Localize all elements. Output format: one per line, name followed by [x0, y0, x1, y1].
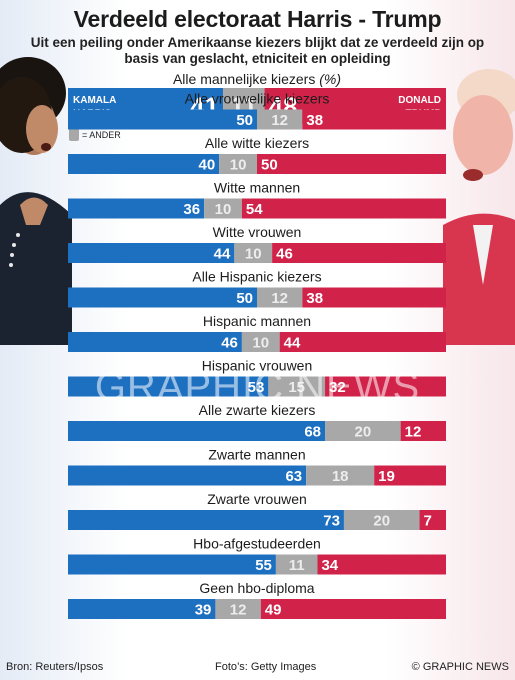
harris-bar — [68, 198, 205, 219]
harris-value-label: 53 — [248, 379, 265, 396]
harris-value-label: 39 — [195, 601, 212, 618]
trump-bar — [317, 554, 446, 575]
trump-value-label: 12 — [405, 423, 422, 440]
other-value-label: 15 — [288, 379, 305, 396]
other-value-label: 20 — [354, 423, 371, 440]
harris-value-label: 46 — [221, 334, 238, 351]
harris-value-label: 40 — [199, 156, 216, 173]
harris-bar — [68, 332, 242, 352]
chart-subtitle: Uit een peiling onder Amerikaanse kiezer… — [30, 35, 485, 66]
trump-value-label: 38 — [306, 290, 323, 307]
other-value-label: 11 — [289, 557, 305, 574]
other-bar — [257, 287, 303, 308]
row-label: Geen hbo-diploma — [199, 580, 314, 596]
copyright: © GRAPHIC NEWS — [411, 661, 509, 673]
trump-bar — [400, 421, 446, 441]
other-value-label: 10 — [245, 245, 262, 262]
harris-bar — [68, 599, 216, 619]
unit-label: (%) — [315, 71, 341, 87]
other-bar — [306, 465, 375, 486]
other-bar — [343, 510, 420, 530]
trump-bar — [257, 154, 446, 174]
row-label: Zwarte vrouwen — [207, 491, 307, 507]
other-value-label: 12 — [271, 290, 288, 307]
row-label: Hispanic mannen — [203, 313, 311, 329]
row-label: Zwarte mannen — [208, 447, 305, 463]
other-bar — [215, 599, 261, 619]
trump-bar — [419, 510, 446, 530]
other-value-label: 12 — [271, 112, 288, 129]
trump-value-label: 7 — [424, 512, 432, 529]
other-bar — [234, 243, 273, 263]
harris-bar — [68, 154, 220, 174]
other-bar — [204, 198, 242, 219]
other-bar — [325, 421, 401, 441]
other-legend-label: = ANDER — [82, 130, 121, 140]
trump-value-label: 46 — [276, 245, 293, 262]
harris-value-label: 73 — [323, 512, 340, 529]
harris-value-label: 63 — [285, 468, 302, 485]
trump-value-label: 54 — [246, 201, 263, 218]
harris-bar — [68, 109, 257, 130]
harris-bar — [68, 510, 344, 530]
trump-value-label: 19 — [378, 468, 395, 485]
row-label: Hbo-afgestudeerden — [193, 536, 321, 552]
chart-title: Verdeeld electoraat Harris - Trump — [73, 6, 442, 32]
trump-bar — [241, 198, 446, 219]
trump-value-label: 32 — [329, 379, 346, 396]
trump-bar — [260, 599, 446, 619]
row-label: Alle zwarte kiezers — [199, 402, 316, 418]
harris-value-label: 68 — [304, 423, 321, 440]
photo-credit: Foto’s: Getty Images — [215, 661, 317, 673]
harris-bar — [68, 421, 326, 441]
harris-value-label: 55 — [255, 557, 272, 574]
harris-bar — [68, 376, 269, 397]
other-bar — [241, 332, 280, 352]
trump-value-label: 38 — [306, 112, 323, 129]
source-note: Bron: Reuters/Ipsos — [6, 661, 104, 673]
harris-name-label: KAMALA — [73, 95, 116, 106]
other-value-label: 12 — [230, 601, 247, 618]
trump-portrait — [443, 69, 515, 345]
other-value-label: 10 — [252, 334, 269, 351]
harris-value-label: 50 — [236, 290, 253, 307]
trump-value-label: 34 — [321, 557, 338, 574]
other-value-label: 10 — [230, 156, 247, 173]
trump-bar — [374, 465, 446, 486]
trump-bar — [279, 332, 446, 352]
row-label: Alle witte kiezers — [205, 135, 309, 151]
harris-bar — [68, 243, 235, 263]
harris-value-label: 44 — [214, 245, 231, 262]
other-value-label: 20 — [373, 512, 390, 529]
trump-bar — [325, 376, 446, 397]
harris-bar — [68, 465, 307, 486]
harris-value-label: 50 — [236, 112, 253, 129]
harris-value-label: 36 — [183, 201, 200, 218]
row-label: Witte mannen — [214, 180, 300, 196]
trump-value-label: 44 — [284, 334, 301, 351]
trump-name-label: DONALD — [398, 95, 441, 106]
other-value-label: 18 — [332, 468, 349, 485]
row-label: Alle mannelijke kiezers (%) — [173, 71, 341, 87]
harris-portrait — [0, 57, 72, 345]
row-label: Witte vrouwen — [213, 224, 302, 240]
other-bar — [275, 554, 318, 575]
row-label: Alle Hispanic kiezers — [192, 269, 321, 285]
trump-bar — [302, 287, 446, 308]
harris-bar — [68, 554, 276, 575]
other-value-label: 10 — [215, 201, 232, 218]
trump-bar — [272, 243, 446, 263]
other-bar — [257, 109, 303, 130]
trump-bar — [302, 109, 446, 130]
other-bar — [268, 376, 326, 397]
row-label: Hispanic vrouwen — [202, 358, 313, 374]
row-label: Alle vrouwelijke kiezers — [185, 91, 330, 107]
other-bar — [219, 154, 257, 174]
harris-bar — [68, 287, 257, 308]
other-legend-swatch — [69, 128, 79, 141]
trump-value-label: 50 — [261, 156, 278, 173]
trump-value-label: 49 — [265, 601, 282, 618]
